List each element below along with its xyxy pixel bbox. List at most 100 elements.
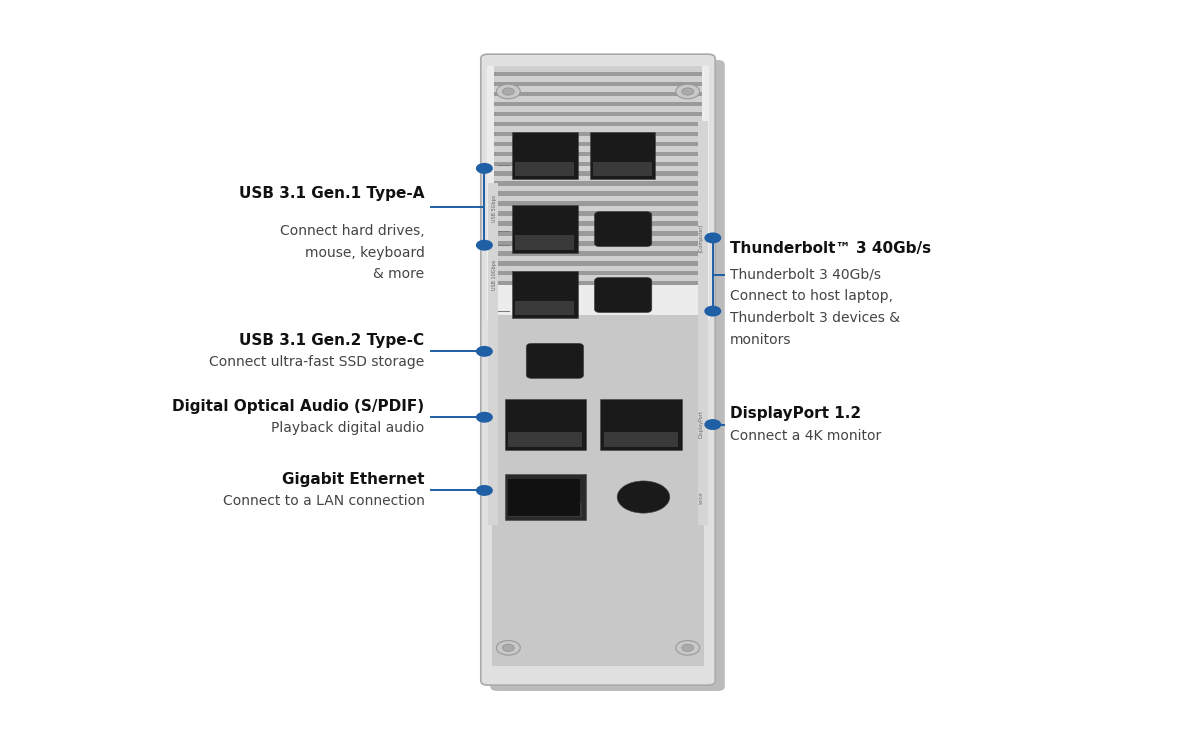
Text: [Computer]: [Computer] [698,224,704,252]
Bar [515,163,574,176]
Bar [494,111,702,116]
Text: USB 5Gbps: USB 5Gbps [492,195,498,223]
Text: mouse, keyboard: mouse, keyboard [305,245,425,260]
Circle shape [676,84,700,99]
Bar [593,163,652,176]
Text: USB 10Gbps: USB 10Gbps [492,259,498,290]
Bar [494,261,702,266]
Text: Digital Optical Audio (S/PDIF): Digital Optical Audio (S/PDIF) [172,399,425,414]
Bar [494,122,702,126]
Circle shape [617,481,670,513]
Circle shape [476,412,493,422]
Bar [494,212,702,216]
Bar [494,76,702,82]
Circle shape [502,88,514,95]
Bar [494,201,702,206]
Bar [494,275,702,281]
Bar [494,221,702,225]
Bar [512,132,578,179]
FancyBboxPatch shape [594,277,652,313]
Bar [494,132,702,135]
Bar [494,165,702,171]
Text: Playback digital audio: Playback digital audio [271,421,425,436]
Bar [494,96,702,102]
Bar [494,195,702,201]
Bar [494,106,702,111]
Bar [494,266,702,272]
Bar [512,271,578,318]
Bar [494,66,702,72]
Bar [494,182,702,186]
Bar [494,86,702,92]
Bar [508,479,580,516]
Circle shape [704,420,720,429]
Bar [494,72,702,76]
Bar [494,82,702,86]
Bar [512,205,578,253]
Bar [494,176,702,182]
FancyBboxPatch shape [481,54,715,685]
Circle shape [476,163,493,173]
Bar [604,432,678,447]
Bar [494,242,702,245]
Circle shape [496,640,520,655]
FancyBboxPatch shape [490,60,725,691]
Text: Connect hard drives,: Connect hard drives, [280,223,425,238]
Bar [494,152,702,156]
Bar [494,102,702,106]
Text: Connect a 4K monitor: Connect a 4K monitor [730,428,880,443]
Bar [494,156,702,162]
Text: Connect to a LAN connection: Connect to a LAN connection [222,494,425,509]
Text: monitors: monitors [730,333,791,348]
Circle shape [496,84,520,99]
Bar [494,231,702,236]
Bar [508,432,582,447]
Bar [515,302,574,315]
Circle shape [502,644,514,651]
Bar [590,132,655,179]
Circle shape [476,240,493,250]
Circle shape [682,644,694,651]
Bar [494,272,702,275]
Text: & more: & more [373,267,425,282]
Bar [494,116,702,122]
Circle shape [682,88,694,95]
Bar [494,216,702,221]
Bar [492,315,704,666]
Text: DisplayPort: DisplayPort [698,411,704,438]
Bar [515,236,574,250]
Bar [488,183,498,526]
Bar [494,162,702,165]
Bar [494,146,702,152]
FancyBboxPatch shape [594,212,652,247]
Bar [494,225,702,231]
Text: Gigabit Ethernet: Gigabit Ethernet [282,472,425,487]
Bar [494,255,702,261]
Text: Thunderbolt™ 3 40Gb/s: Thunderbolt™ 3 40Gb/s [730,242,930,256]
Bar [505,399,586,450]
Bar [698,121,708,526]
Bar [494,171,702,176]
Circle shape [676,640,700,655]
Bar [508,503,582,517]
Circle shape [476,486,493,495]
Circle shape [704,307,720,316]
Bar [494,135,702,141]
Bar [494,236,702,242]
Bar [494,126,702,132]
Text: S/PDIF: S/PDIF [700,491,703,504]
Text: DisplayPort 1.2: DisplayPort 1.2 [730,406,861,421]
Bar [494,192,702,195]
Text: Connect to host laptop,: Connect to host laptop, [730,289,892,304]
Text: Thunderbolt 3 devices &: Thunderbolt 3 devices & [730,311,899,326]
Text: Thunderbolt 3 40Gb/s: Thunderbolt 3 40Gb/s [730,267,880,282]
Bar [494,206,702,212]
Bar [494,92,702,96]
Bar [505,474,586,520]
Bar [494,251,702,255]
Bar [494,245,702,251]
Bar [494,281,702,285]
Bar [494,141,702,146]
Text: USB 3.1 Gen.2 Type-C: USB 3.1 Gen.2 Type-C [239,333,425,348]
Text: Connect ultra-fast SSD storage: Connect ultra-fast SSD storage [209,355,425,370]
